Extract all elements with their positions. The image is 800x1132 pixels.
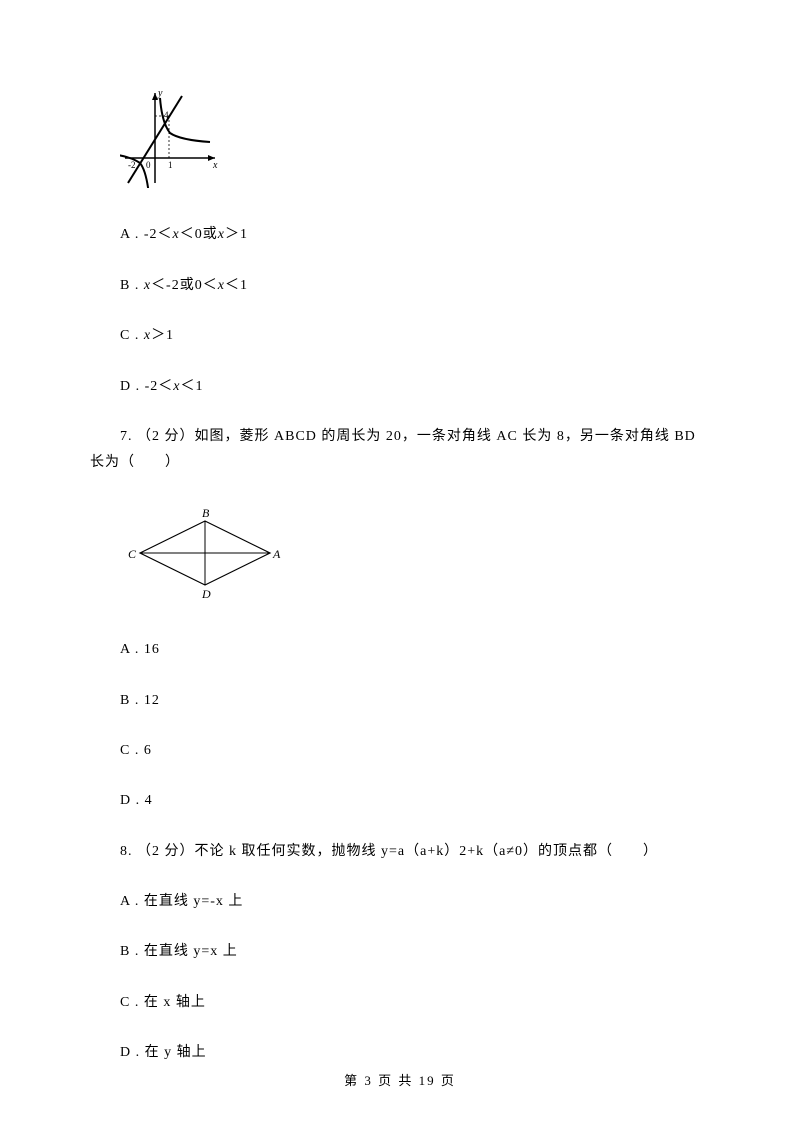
svg-text:B: B [202, 506, 210, 520]
svg-text:D: D [201, 587, 211, 601]
q6-option-d: D . -2＜x＜1 [120, 376, 710, 398]
q7-number: 7. [120, 429, 133, 444]
q7-diagram: A B C D [120, 503, 710, 611]
option-text: x＞1 [144, 328, 174, 343]
page-content: y x 4 1 -2 0 A . -2＜x＜0或x＞1 B . x＜-2或0＜x… [0, 0, 800, 1065]
q7-points: （2 分） [137, 429, 195, 444]
q6-graph: y x 4 1 -2 0 [120, 88, 710, 196]
q7-body1: 如图，菱形 ABCD 的周长为 20，一条对角线 AC 长为 8，另一条对角线 … [195, 429, 696, 444]
hyperbola-line-graph: y x 4 1 -2 0 [120, 88, 220, 188]
q7-option-d: D . 4 [120, 790, 710, 812]
q8-option-d: D . 在 y 轴上 [120, 1042, 710, 1064]
svg-text:4: 4 [164, 110, 169, 120]
page-footer: 第 3 页 共 19 页 [0, 1071, 800, 1092]
svg-text:1: 1 [168, 160, 173, 170]
q8-option-b: B . 在直线 y=x 上 [120, 941, 710, 963]
option-label: D . [120, 379, 140, 394]
svg-text:x: x [212, 160, 218, 171]
option-label: A . [120, 227, 139, 242]
option-text: -2＜x＜1 [145, 379, 204, 394]
q8-number: 8. [120, 844, 133, 859]
svg-text:C: C [128, 547, 137, 561]
q8-text: 8. （2 分）不论 k 取任何实数，抛物线 y=a（a+k）2+k（a≠0）的… [120, 841, 710, 863]
q7-text-line2: 长为（ ） [90, 452, 710, 474]
option-label: B . [120, 278, 139, 293]
q8-option-c: C . 在 x 轴上 [120, 992, 710, 1014]
q8-option-a: A . 在直线 y=-x 上 [120, 891, 710, 913]
q8-body: 不论 k 取任何实数，抛物线 y=a（a+k）2+k（a≠0）的顶点都（ ） [195, 844, 659, 859]
svg-text:0: 0 [146, 160, 151, 170]
rhombus-diagram: A B C D [120, 503, 300, 603]
q6-option-c: C . x＞1 [120, 325, 710, 347]
q8-points: （2 分） [137, 844, 195, 859]
q7-option-b: B . 12 [120, 690, 710, 712]
option-text: -2＜x＜0或x＞1 [144, 227, 248, 242]
svg-text:-2: -2 [128, 160, 136, 170]
q6-option-a: A . -2＜x＜0或x＞1 [120, 224, 710, 246]
svg-text:y: y [157, 88, 163, 99]
option-label: C . [120, 328, 139, 343]
q7-option-a: A . 16 [120, 639, 710, 661]
svg-text:A: A [272, 547, 281, 561]
q7-option-c: C . 6 [120, 740, 710, 762]
option-text: x＜-2或0＜x＜1 [144, 278, 248, 293]
q7-text-line1: 7. （2 分）如图，菱形 ABCD 的周长为 20，一条对角线 AC 长为 8… [90, 426, 710, 448]
q6-option-b: B . x＜-2或0＜x＜1 [120, 275, 710, 297]
